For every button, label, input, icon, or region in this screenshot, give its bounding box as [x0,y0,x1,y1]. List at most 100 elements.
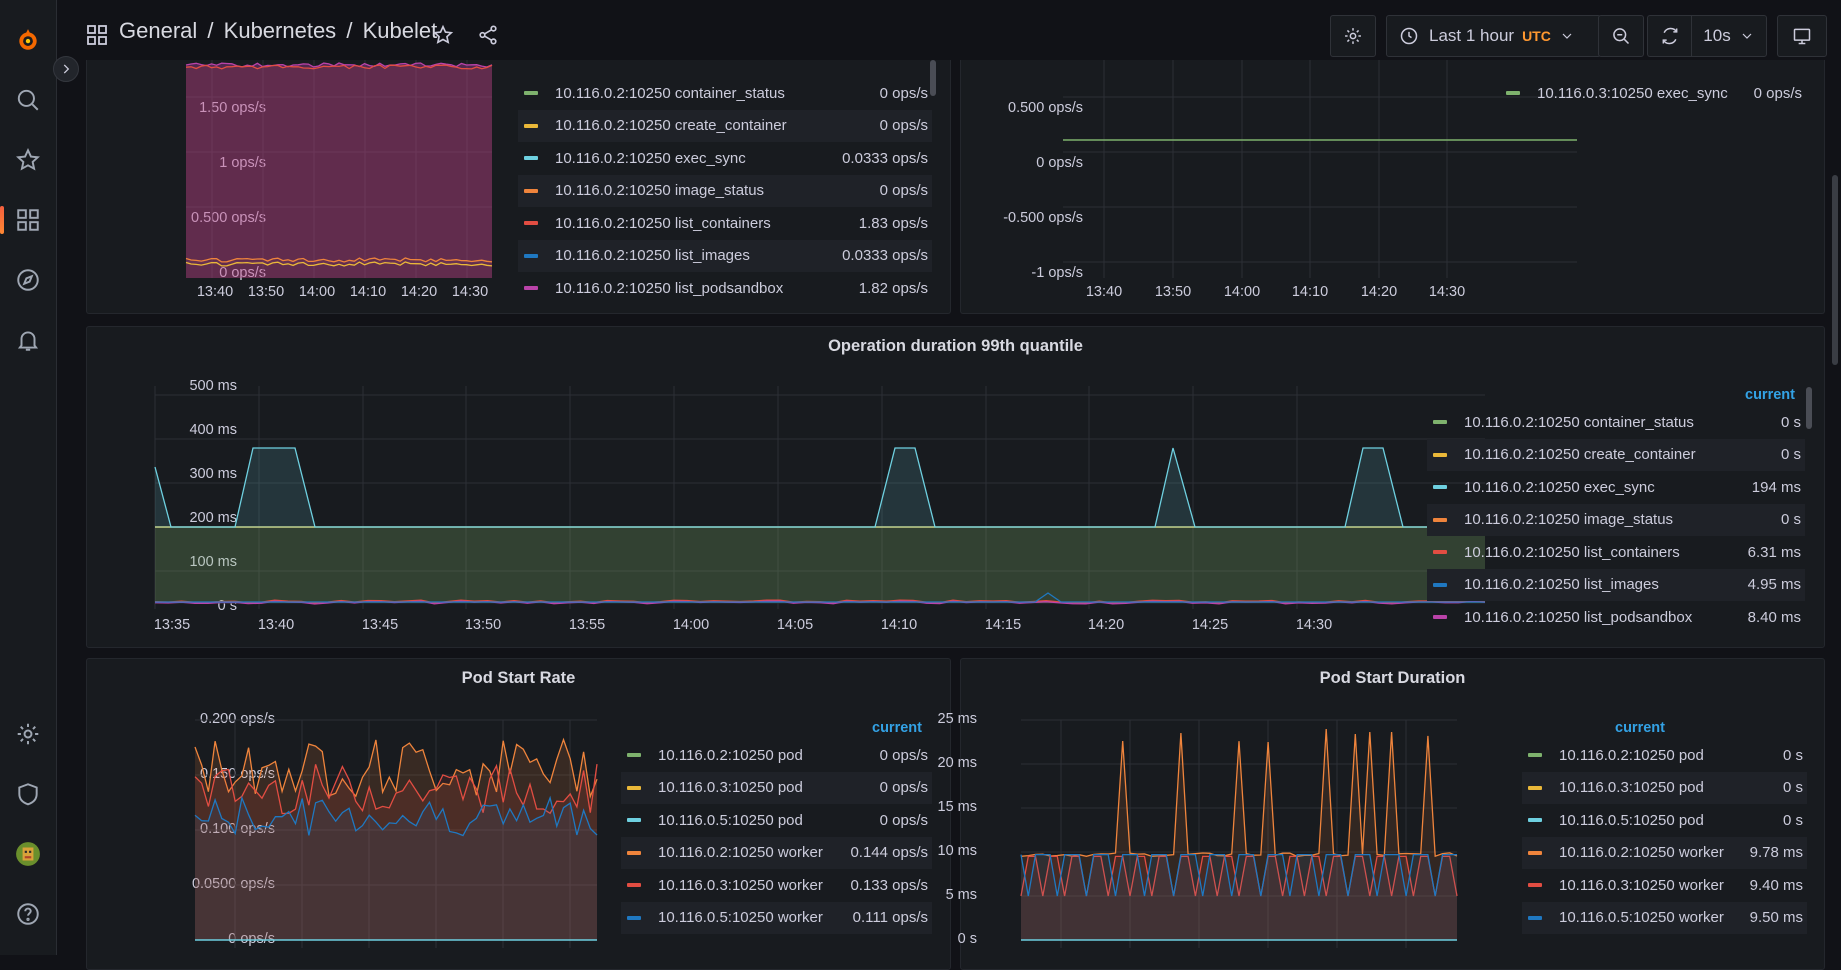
series-color-swatch[interactable] [1433,485,1447,489]
avatar[interactable] [14,840,42,868]
legend-item[interactable]: 10.116.0.2:10250 container_status 0 s [1427,406,1805,438]
legend-series-name[interactable]: 10.116.0.5:10250 pod [658,811,803,829]
share-icon[interactable] [477,24,499,46]
legend-series-name[interactable]: 10.116.0.5:10250 pod [1559,811,1704,829]
legend-item[interactable]: 10.116.0.2:10250 exec_sync 194 ms [1427,471,1805,503]
legend-item[interactable]: 10.116.0.2:10250 list_podsandbox 8.40 ms [1427,601,1805,633]
panel-operation-rate-node-2[interactable]: 1.50 ops/s 1 ops/s 0.500 ops/s 0 ops/s 1… [86,60,951,314]
series-color-swatch[interactable] [524,123,538,128]
legend-item[interactable]: 10.116.0.2:10250 pod 0 ops/s [621,739,932,771]
series-color-swatch[interactable] [1433,517,1447,522]
series-color-swatch[interactable] [1433,452,1447,457]
legend-series-name[interactable]: 10.116.0.2:10250 exec_sync [555,149,746,167]
legend-series-name[interactable]: 10.116.0.3:10250 worker [1559,876,1724,894]
legend-item[interactable]: 10.116.0.2:10250 container_status 0 ops/s [518,77,932,109]
legend-series-name[interactable]: 10.116.0.2:10250 list_containers [1464,543,1680,561]
refresh-interval-picker[interactable]: 10s [1691,15,1767,57]
series-color-swatch[interactable] [627,850,641,855]
panel-pod-start-duration[interactable]: Pod Start Duration 25 ms 20 ms 15 ms 10 … [938,658,1825,970]
legend-series-name[interactable]: 10.116.0.3:10250 pod [1559,779,1704,796]
star-icon[interactable] [432,24,454,46]
tv-mode-button[interactable] [1777,15,1827,57]
legend-item[interactable]: 10.116.0.2:10250 image_status 0 s [1427,503,1805,536]
series-color-swatch[interactable] [627,785,641,790]
series-color-swatch[interactable] [1433,582,1447,587]
explore-icon[interactable] [14,266,42,294]
legend-series-name[interactable]: 10.116.0.5:10250 worker [1559,909,1724,926]
legend-series-name[interactable]: 10.116.0.2:10250 list_containers [555,214,771,232]
series-color-swatch[interactable] [524,221,538,225]
legend-item[interactable]: 10.116.0.3:10250 worker 9.40 ms [1522,869,1807,901]
legend-item[interactable]: 10.116.0.3:10250 exec_sync 0 ops/s [1500,77,1806,109]
legend-item[interactable]: 10.116.0.2:10250 list_containers 1.83 ops… [518,207,932,239]
panel-title[interactable]: Pod Start Rate [461,669,576,687]
legend-series-name[interactable]: 10.116.0.2:10250 create_container [555,117,787,134]
legend-item[interactable]: 10.116.0.2:10250 list_containers 6.31 ms [1427,536,1805,568]
legend-series-name[interactable]: 10.116.0.3:10250 worker [658,876,823,894]
legend-series-name[interactable]: 10.116.0.2:10250 create_container [1464,446,1696,463]
pod-start-duration-graph[interactable] [1020,719,1458,948]
legend-item[interactable]: 10.116.0.5:10250 worker 0.111 ops/s [621,901,932,934]
legend-series-name[interactable]: 10.116.0.2:10250 pod [658,746,803,764]
legend-item[interactable]: 10.116.0.2:10250 list_images 4.95 ms [1427,568,1805,601]
series-color-swatch[interactable] [627,753,641,757]
legend-series-name[interactable]: 10.116.0.3:10250 pod [658,779,803,796]
series-color-swatch[interactable] [1433,550,1447,554]
series-color-swatch[interactable] [1528,785,1542,790]
legend-header-current[interactable]: current [1615,720,1665,736]
legend-item[interactable]: 10.116.0.3:10250 pod 0 s [1522,771,1807,804]
legend-item[interactable]: 10.116.0.2:10250 exec_sync 0.0333 ops/s [518,142,932,174]
zoom-out-button[interactable] [1598,15,1644,57]
legend-item[interactable]: 10.116.0.5:10250 pod 0 s [1522,804,1807,836]
settings-icon[interactable] [14,720,42,748]
refresh-button[interactable] [1647,15,1692,57]
operation-duration-graph[interactable] [154,386,1486,609]
panel-operation-duration[interactable]: Operation duration 99th quantile 500 ms … [86,326,1825,648]
legend-item[interactable]: 10.116.0.5:10250 worker 9.50 ms [1522,901,1807,934]
series-color-swatch[interactable] [1528,915,1542,920]
series-color-swatch[interactable] [524,91,538,95]
series-color-swatch[interactable] [1506,91,1520,95]
legend-series-name[interactable]: 10.116.0.2:10250 container_status [555,84,785,102]
legend-item[interactable]: 10.116.0.2:10250 worker 0.144 ops/s [621,836,932,869]
legend-item[interactable]: 10.116.0.2:10250 worker 9.78 ms [1522,836,1807,869]
legend-item[interactable]: 10.116.0.3:10250 pod 0 ops/s [621,771,932,804]
series-color-swatch[interactable] [627,818,641,822]
pod-start-rate-graph[interactable] [194,719,598,948]
legend-series-name[interactable]: 10.116.0.2:10250 list_podsandbox [1464,608,1693,626]
legend-series-name[interactable]: 10.116.0.2:10250 pod [1559,746,1704,764]
breadcrumb-kubelet[interactable]: Kubelet [362,18,438,43]
legend-scrollbar[interactable] [1806,387,1812,429]
legend-item[interactable]: 10.116.0.2:10250 create_container 0 s [1427,438,1805,471]
legend-series-name[interactable]: 10.116.0.2:10250 list_images [555,247,750,264]
series-color-swatch[interactable] [524,286,538,290]
series-color-swatch[interactable] [524,253,538,258]
series-color-swatch[interactable] [627,915,641,920]
legend-series-name[interactable]: 10.116.0.2:10250 list_images [1464,576,1659,593]
legend-series-name[interactable]: 10.116.0.2:10250 image_status [555,182,765,199]
panel-operation-rate-node-3[interactable]: 0.500 ops/s 0 ops/s -0.500 ops/s -1 ops/… [960,60,1825,314]
legend-series-name[interactable]: 10.116.0.2:10250 exec_sync [1464,478,1655,496]
series-color-swatch[interactable] [1433,615,1447,619]
page-scrollbar[interactable] [1832,175,1838,365]
dashboard-settings-button[interactable] [1330,15,1376,57]
breadcrumb-general[interactable]: General [119,18,198,43]
operation-rate-graph[interactable] [1063,60,1577,278]
legend-header-current[interactable]: current [1745,387,1795,403]
legend-series-name[interactable]: 10.116.0.2:10250 container_status [1464,413,1694,431]
legend-item[interactable]: 10.116.0.3:10250 worker 0.133 ops/s [621,869,932,901]
legend-series-name[interactable]: 10.116.0.2:10250 list_podsandbox [555,279,784,297]
panel-title[interactable]: Operation duration 99th quantile [828,337,1083,355]
legend-series-name[interactable]: 10.116.0.5:10250 worker [658,909,823,926]
legend-item[interactable]: 10.116.0.2:10250 list_podsandbox 1.82 ops… [518,272,932,304]
grafana-logo-icon[interactable] [14,26,42,54]
dashboards-icon[interactable] [14,206,42,234]
expand-sidebar-button[interactable] [53,56,79,82]
series-color-swatch[interactable] [1528,850,1542,855]
star-icon[interactable] [14,146,42,174]
series-color-swatch[interactable] [1528,883,1542,887]
alerting-icon[interactable] [14,326,42,354]
panel-title[interactable]: Pod Start Duration [1319,669,1466,687]
series-color-swatch[interactable] [1528,753,1542,757]
time-range-picker[interactable]: Last 1 hour UTC [1386,15,1601,57]
